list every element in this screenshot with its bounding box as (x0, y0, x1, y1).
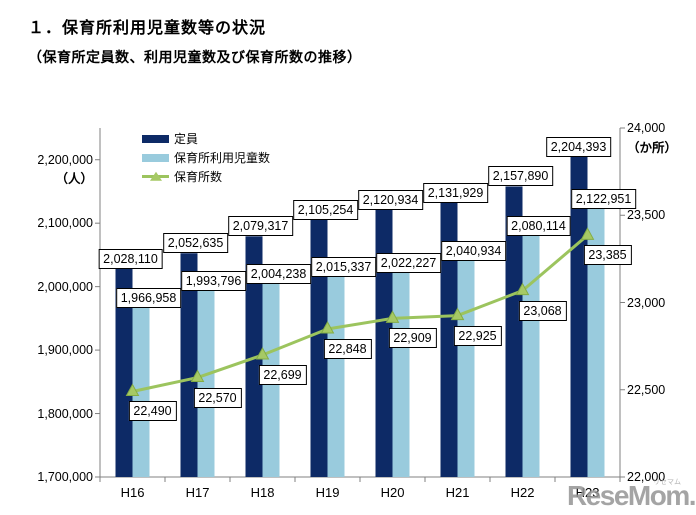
bar-保育所利用児童数-H23 (587, 208, 605, 478)
left-axis-tick-label: 1,700,000 (37, 470, 93, 484)
bar-定員-H17 (180, 253, 198, 477)
x-axis-label-H20: H20 (380, 485, 405, 500)
legend-label: 定員 (174, 132, 199, 146)
bar-定員-H22 (505, 186, 523, 477)
data-label-保育所利用児童数-H16: 1,966,958 (115, 287, 182, 308)
x-axis-label-H21: H21 (445, 485, 470, 500)
page-subtitle: （保育所定員数、利用児童数及び保育所数の推移） (28, 49, 362, 65)
data-label-保育所利用児童数-H22: 2,080,114 (506, 215, 571, 236)
legend-bar-swatch (142, 153, 169, 162)
line-marker-H20 (385, 310, 400, 323)
bar-保育所利用児童数-H17 (197, 290, 215, 477)
left-axis-unit: （人） (55, 171, 93, 186)
data-label-定員-H21: 2,131,929 (422, 182, 489, 203)
left-axis-tick-label: 2,100,000 (37, 216, 93, 231)
left-axis-tick-label: 2,000,000 (37, 279, 93, 294)
legend-item-保育所利用児童数: 保育所利用児童数 (142, 148, 270, 167)
legend-label: 保育所数 (174, 170, 223, 184)
data-label-保育所数-H21: 22,925 (453, 325, 502, 346)
line-marker-H17 (190, 369, 205, 383)
left-axis-tick-label: 1,900,000 (37, 343, 93, 358)
line-marker-H18 (255, 346, 270, 360)
line-marker-H23 (580, 227, 595, 240)
bar-定員-H21 (440, 202, 458, 477)
bar-保育所利用児童数-H16 (132, 307, 150, 477)
right-axis-tick-label: 22,500 (627, 382, 666, 397)
data-label-定員-H23: 2,204,393 (545, 136, 612, 157)
data-label-保育所利用児童数-H19: 2,015,337 (310, 256, 377, 277)
bar-保育所利用児童数-H22 (522, 235, 540, 477)
x-axis-label-H17: H17 (185, 485, 210, 500)
line-保育所数 (132, 234, 589, 393)
watermark-ruby: リセマム (653, 479, 681, 486)
data-label-保育所数-H18: 22,699 (258, 365, 307, 386)
data-label-定員-H16: 2,028,110 (98, 248, 163, 269)
bar-定員-H20 (375, 209, 393, 477)
right-axis-tick-label: 23,500 (627, 208, 666, 223)
data-label-保育所利用児童数-H18: 2,004,238 (245, 263, 312, 284)
data-label-定員-H19: 2,105,254 (292, 199, 359, 220)
data-label-保育所数-H22: 23,068 (518, 300, 567, 321)
legend-triangle-marker-icon (149, 171, 162, 181)
legend-item-定員: 定員 (142, 129, 270, 148)
data-label-保育所利用児童数-H20: 2,022,227 (375, 252, 442, 273)
legend-label: 保育所利用児童数 (174, 151, 271, 165)
chart-legend: 定員保育所利用児童数 保育所数 (142, 129, 270, 186)
data-label-保育所数-H23: 23,385 (583, 245, 632, 266)
x-axis-label-H23: H23 (575, 485, 600, 500)
bar-保育所利用児童数-H20 (392, 272, 410, 477)
right-axis-unit: （か所） (627, 141, 678, 155)
right-axis-tick-label: 22,000 (627, 470, 666, 484)
data-label-定員-H17: 2,052,635 (162, 233, 229, 254)
data-label-保育所利用児童数-H21: 2,040,934 (440, 240, 507, 261)
data-label-定員-H20: 2,120,934 (357, 189, 424, 210)
data-label-保育所数-H19: 22,848 (323, 339, 372, 360)
legend-item-保育所数: 保育所数 (142, 167, 270, 186)
line-marker-H16 (125, 383, 140, 396)
bar-定員-H16 (115, 268, 133, 477)
data-label-保育所数-H20: 22,909 (388, 328, 437, 349)
bar-定員-H19 (310, 219, 328, 478)
line-marker-H19 (320, 320, 335, 334)
data-label-定員-H18: 2,079,317 (227, 216, 294, 237)
data-label-保育所数-H17: 22,570 (193, 387, 242, 408)
left-axis-tick-label: 2,200,000 (37, 152, 93, 167)
right-axis-tick-label: 24,000 (627, 121, 666, 135)
data-label-保育所数-H16: 22,490 (128, 401, 177, 422)
left-axis-tick-label: 1,800,000 (37, 406, 93, 421)
right-axis-tick-label: 23,000 (627, 295, 666, 310)
legend-bar-swatch (142, 134, 169, 143)
x-axis-label-H18: H18 (250, 485, 275, 500)
watermark-resemom: リセマム ReseMom. (566, 479, 696, 512)
x-axis-label-H16: H16 (120, 485, 145, 500)
data-label-保育所利用児童数-H17: 1,993,796 (180, 270, 247, 291)
x-axis-label-H22: H22 (510, 485, 535, 500)
data-label-定員-H22: 2,157,890 (487, 166, 554, 187)
watermark-text: ReseMom. (566, 480, 696, 511)
data-label-保育所利用児童数-H23: 2,122,951 (570, 188, 637, 209)
x-axis-label-H19: H19 (315, 485, 340, 500)
line-marker-H21 (450, 307, 465, 321)
line-marker-H22 (515, 282, 530, 296)
legend-line-swatch (142, 171, 169, 181)
page-title: １．保育所利用児童数等の状況 (28, 20, 267, 37)
